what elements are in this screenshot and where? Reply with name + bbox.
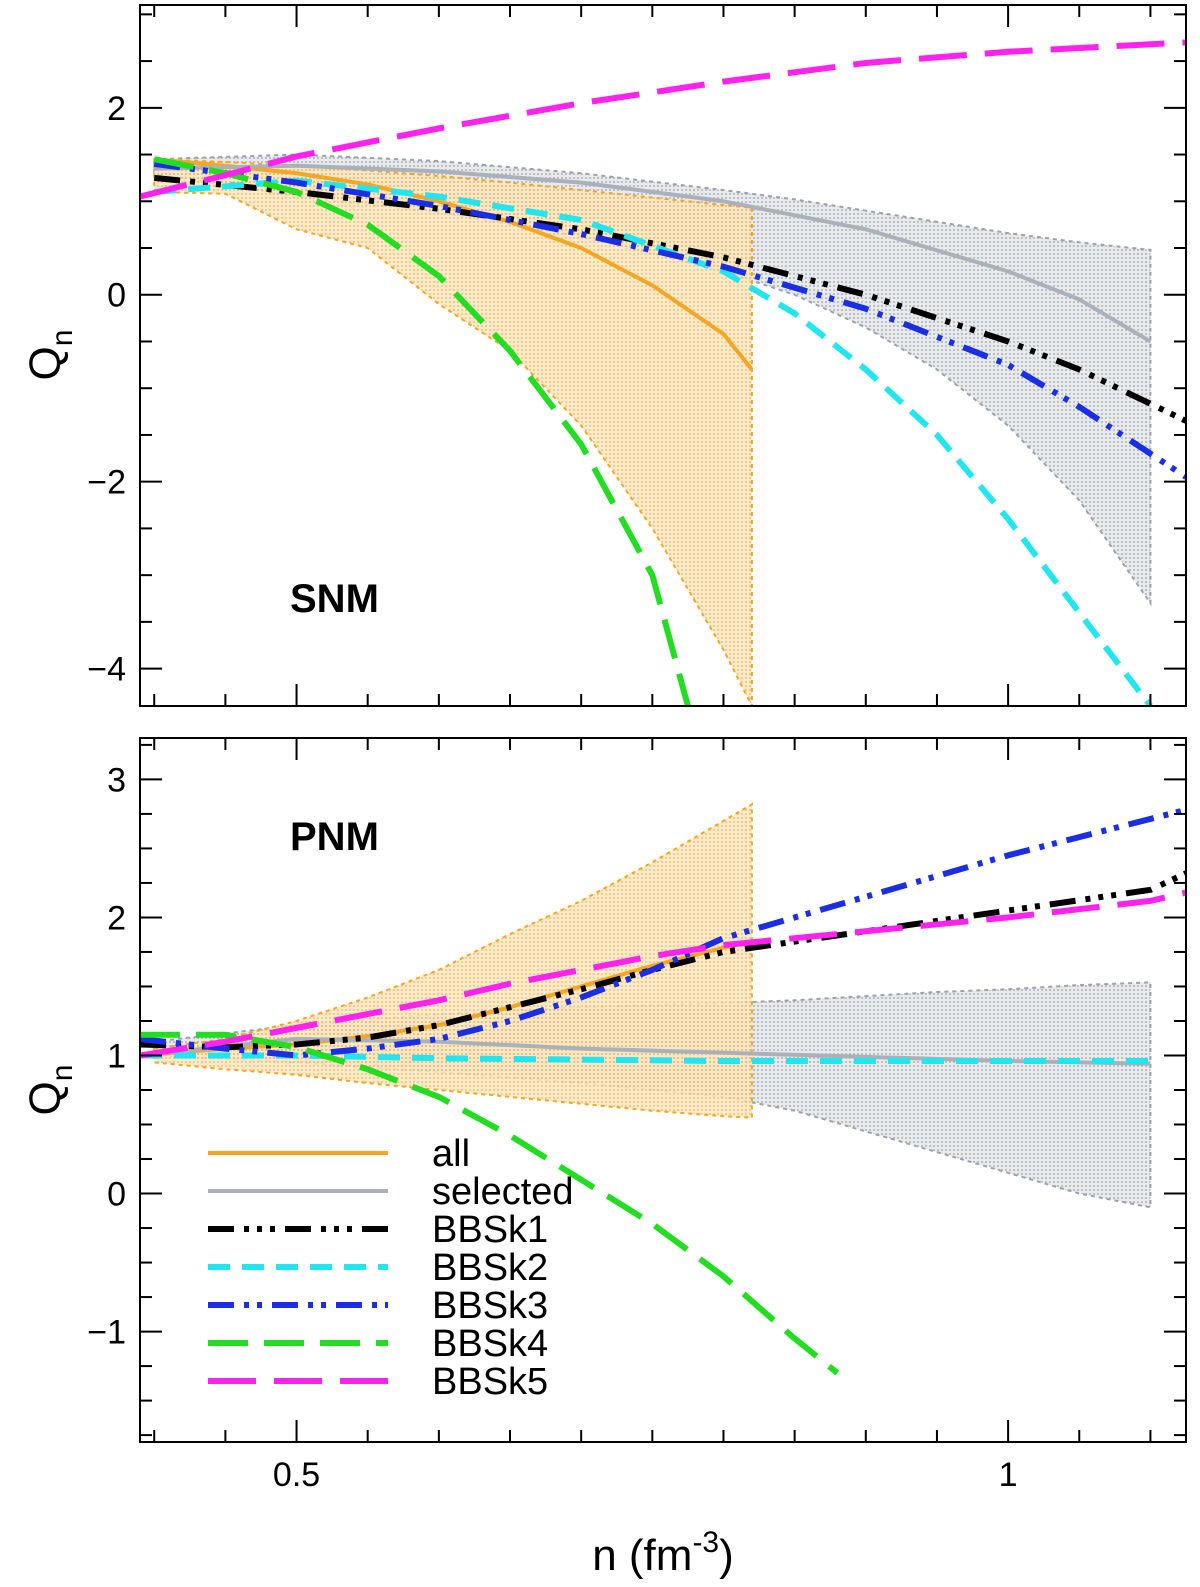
snm-series-bbsk1 [153,174,1186,424]
pnm-y-tick-label: 1 [107,1037,126,1075]
pnm-y-tick-label: 2 [107,899,126,937]
snm-series-bbsk3 [153,160,1186,480]
pnm-series-bbsk1 [140,870,1186,1051]
pnm-plot-area [140,802,1186,1376]
snm-y-tick-label: 2 [107,90,126,128]
snm-y-tick-label: −4 [87,651,126,689]
pnm-y-axis-title: Qn [21,1065,79,1116]
legend-label-bbsk3: BBSk3 [432,1285,548,1327]
pnm-axes: −1 0 1 2 3 0.5 1 [87,738,1186,1494]
x-tick-label: 0.5 [273,1456,320,1494]
pnm-y-tick-label: −1 [87,1314,126,1352]
snm-series-bbsk4 [153,156,691,706]
legend-label-bbsk4: BBSk4 [432,1323,548,1365]
pnm-series-bbsk3 [140,806,1186,1059]
pnm-series-bbsk5 [140,889,1186,1059]
snm-y-axis-title: Qn [21,330,79,381]
pnm-series-bbsk4 [140,1031,840,1376]
legend-label-bbsk5: BBSk5 [432,1361,548,1403]
snm-panel: −4 −2 0 2 SNM Qn [21,4,1187,707]
legend-label-bbsk2: BBSk2 [432,1247,548,1289]
snm-frame [139,4,1187,707]
pnm-y-tick-label: 3 [107,761,126,799]
snm-series-bbsk5 [140,39,1186,200]
pnm-panel-label: PNM [290,815,379,859]
pnm-series-selected [140,1036,1151,1066]
pnm-band-all [153,802,753,1119]
pnm-y-tick-label: 0 [107,1176,126,1214]
snm-y-tick-label: −2 [87,464,126,502]
x-axis-title: n (fm-3) [592,1526,734,1580]
snm-panel-label: SNM [290,577,379,621]
legend-label-all: all [432,1133,470,1175]
legend-label-bbsk1: BBSk1 [432,1209,548,1251]
legend-label-selected: selected [432,1171,574,1213]
snm-plot-area [140,39,1186,706]
snm-axes: −4 −2 0 2 [87,5,1186,706]
x-tick-label: 1 [999,1456,1018,1494]
snm-y-tick-label: 0 [107,277,126,315]
snm-band-all [153,158,753,706]
snm-series-bbsk2 [153,177,1153,706]
pnm-frame [139,737,1187,1443]
snm-series-selected [154,163,1152,344]
